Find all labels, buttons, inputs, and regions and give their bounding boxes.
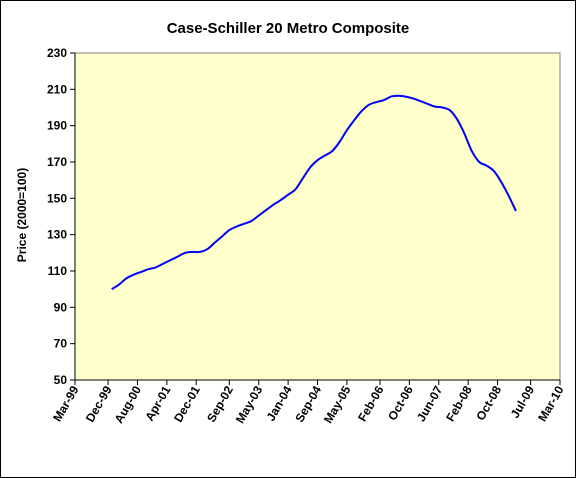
y-tick-label: 170 (47, 155, 67, 169)
x-tick-label: Aug-00 (112, 383, 145, 426)
y-tick-label: 130 (47, 228, 67, 242)
x-tick-label: Feb-08 (443, 383, 475, 424)
y-tick-label: 230 (47, 46, 67, 60)
y-tick-label: 150 (47, 191, 67, 205)
plot-area (74, 52, 561, 381)
series-line (111, 94, 517, 291)
x-tick-label: Oct-08 (473, 383, 504, 423)
x-tick-label: Jul-09 (508, 383, 538, 420)
x-tick-label: Mar-99 (50, 383, 82, 424)
chart-title: Case-Schiller 20 Metro Composite (166, 20, 410, 37)
x-tick-label: Jan-04 (264, 383, 295, 423)
x-tick-label: Sep-04 (292, 383, 324, 424)
x-tick-label: Feb-06 (355, 383, 387, 424)
x-tick-label: Oct-06 (385, 383, 416, 423)
x-tick-label: Sep-02 (204, 383, 236, 424)
x-tick-label: Apr-01 (142, 383, 173, 423)
y-tick-label: 50 (54, 373, 68, 387)
x-tick-label: May-03 (233, 383, 266, 426)
x-tick-label: Dec-99 (83, 383, 115, 424)
x-tick-label: Dec-01 (171, 383, 203, 424)
y-axis: 50 70 90 110 130 150 170 190 210 230 (47, 46, 76, 387)
x-tick-label: Jun-07 (414, 383, 446, 424)
y-tick-label: 70 (54, 337, 68, 351)
y-tick-label: 190 (47, 119, 67, 133)
x-tick-label: Mar-10 (535, 383, 567, 424)
y-tick-label: 110 (48, 264, 68, 278)
y-tick-label: 90 (54, 300, 68, 314)
x-tick-label: May-05 (321, 383, 354, 426)
y-tick-label: 210 (47, 82, 67, 96)
